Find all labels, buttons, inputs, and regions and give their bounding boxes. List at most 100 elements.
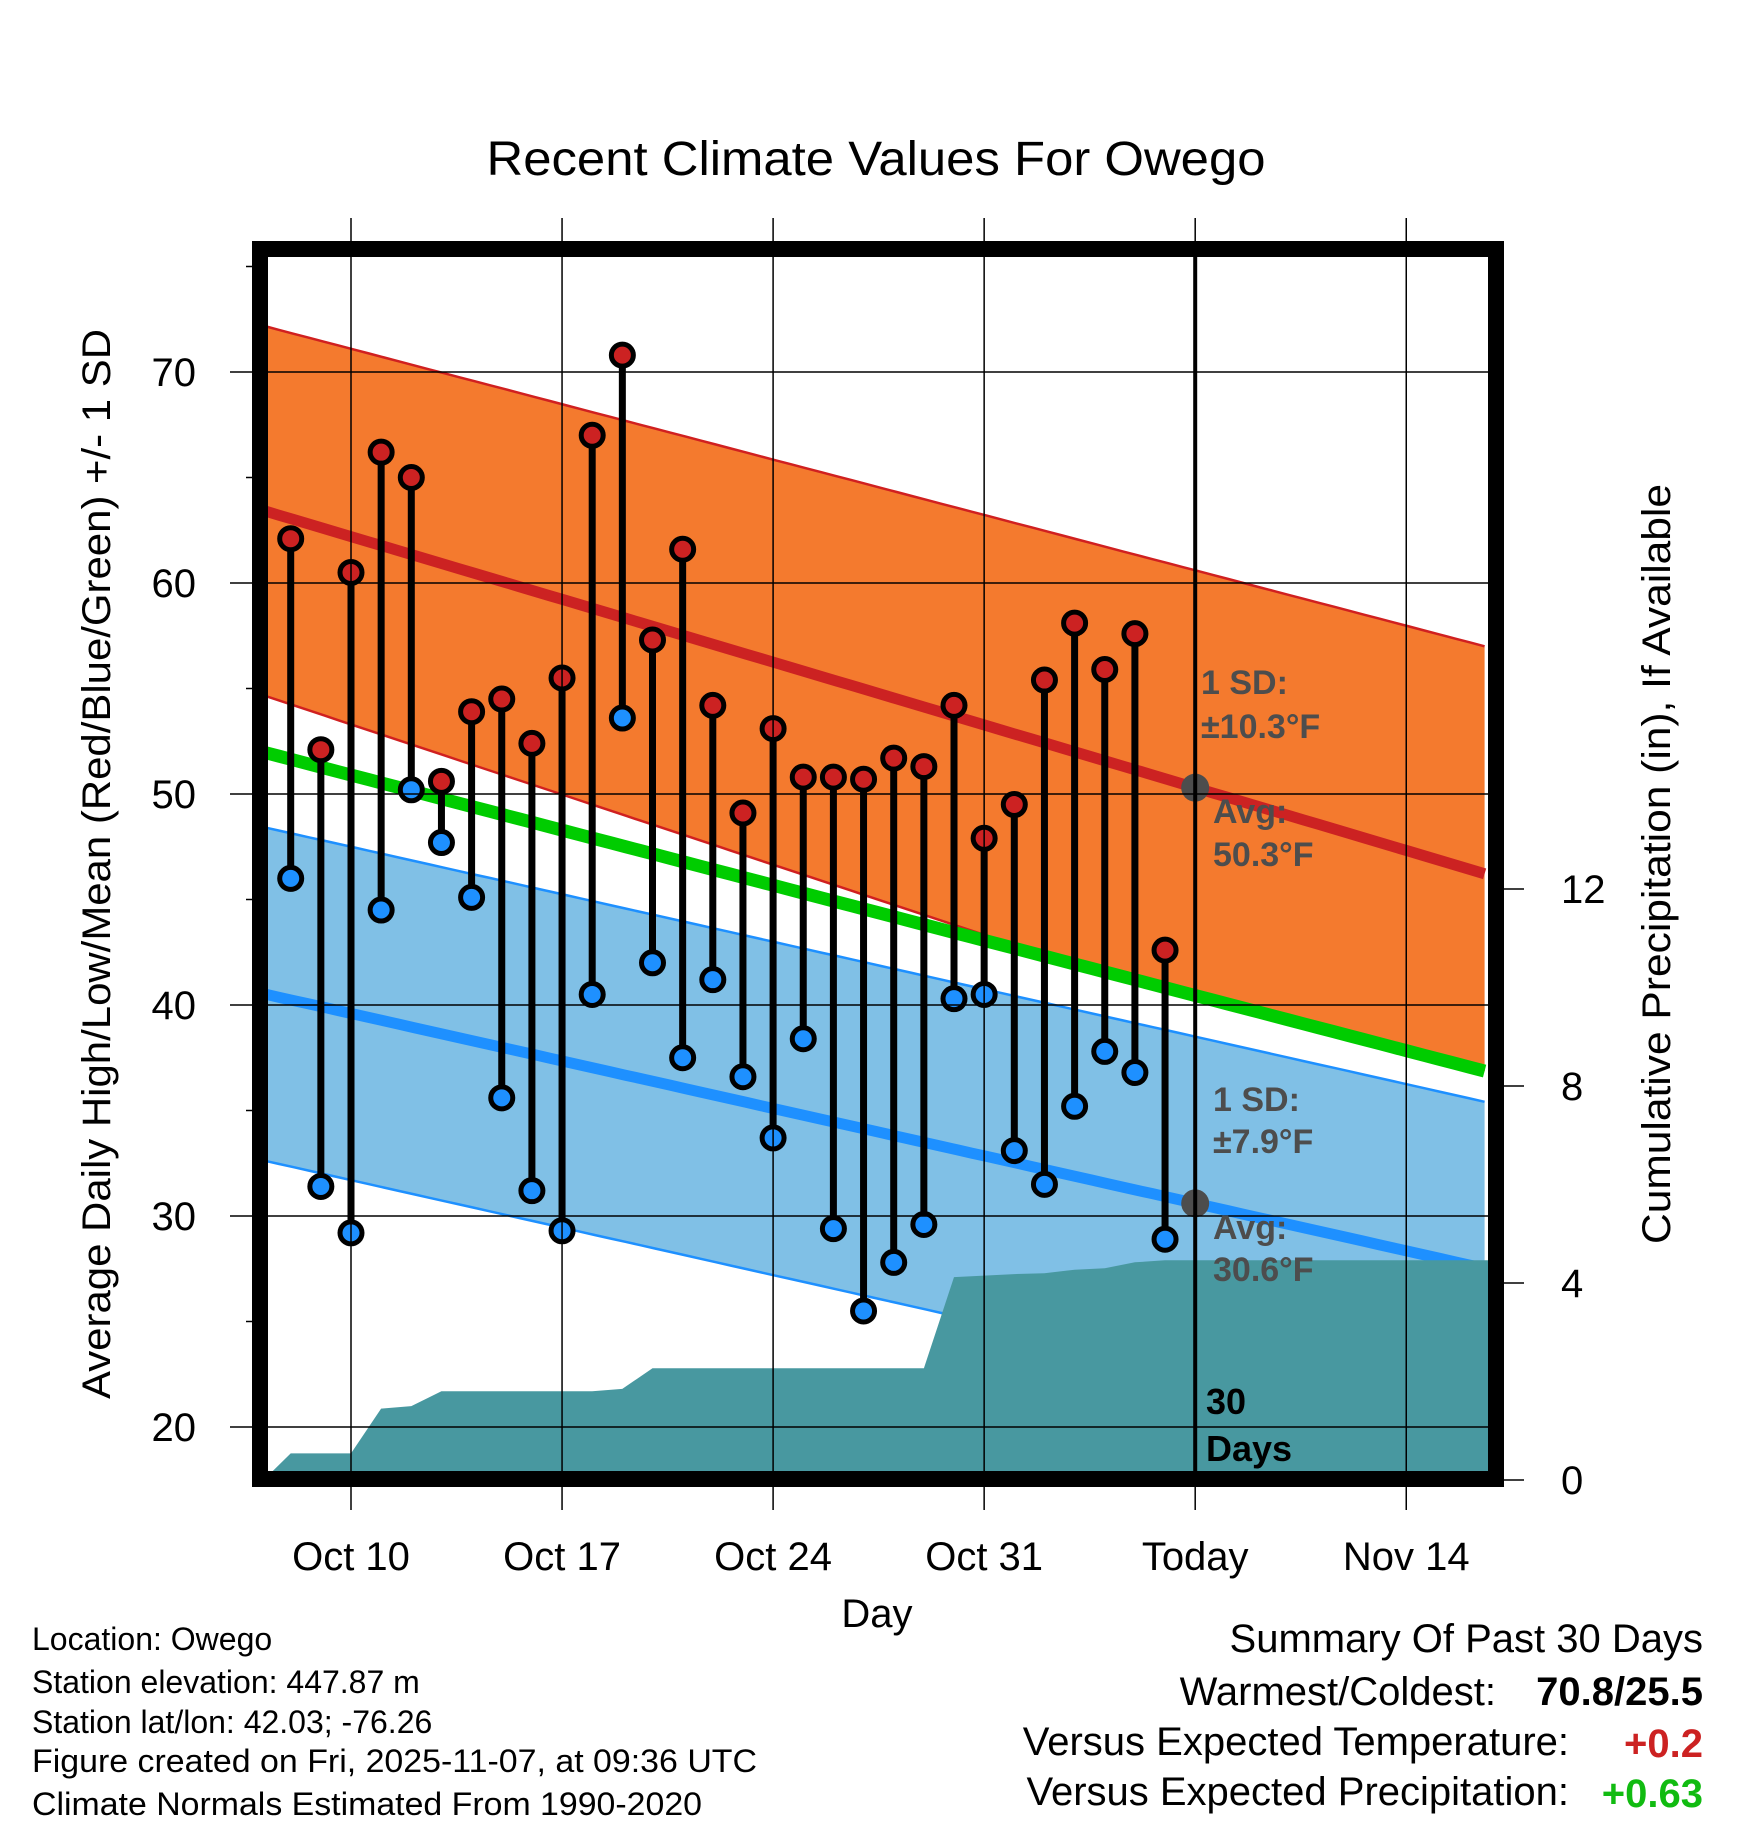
y2-tick-label: 0	[1561, 1459, 1583, 1503]
y-tick-label: 50	[152, 773, 197, 817]
high-temp-point	[578, 421, 606, 449]
high-temp-point	[397, 464, 425, 491]
warmest-value: 70.8/25.5	[1536, 1670, 1703, 1714]
window-unit: Days	[1206, 1428, 1292, 1469]
plot-frame	[252, 241, 1504, 1487]
y2-tick-label: 8	[1561, 1065, 1583, 1109]
high-sd-upper-edge	[268, 325, 1485, 648]
low-temp-point	[729, 1063, 757, 1091]
high-temp-point	[608, 341, 636, 369]
low-avg-value: 30.6°F	[1213, 1251, 1314, 1289]
high-temp-point	[277, 525, 305, 553]
high-sd-label: 1 SD:	[1201, 664, 1288, 702]
y-tick-label: 20	[152, 1406, 197, 1450]
precip-value: +0.63	[1602, 1772, 1703, 1816]
low-temp-point	[699, 966, 727, 994]
y-tick-label: 70	[152, 351, 197, 395]
low-temp-point	[639, 949, 666, 977]
y2-tick-label: 4	[1561, 1262, 1583, 1306]
high-temp-point	[427, 767, 455, 795]
elevation-text: Station elevation: 447.87 m	[32, 1664, 420, 1700]
summary-panel: Summary Of Past 30 Days Warmest/Coldest:…	[1023, 1617, 1703, 1816]
x-tick-label: Oct 31	[925, 1535, 1043, 1579]
precip-label: Versus Expected Precipitation:	[1026, 1770, 1569, 1814]
x-tick-label: Oct 17	[503, 1535, 621, 1579]
high-temp-point	[1151, 936, 1179, 964]
low-temp-point	[940, 985, 968, 1013]
low-temp-point	[578, 980, 606, 1008]
temp-label: Versus Expected Temperature:	[1023, 1720, 1569, 1764]
high-temp-point	[789, 763, 817, 791]
low-temp-point	[910, 1210, 938, 1238]
high-temp-point	[1091, 656, 1119, 684]
high-temp-point	[639, 626, 666, 654]
low-temp-point	[789, 1025, 817, 1053]
high-sd-value: ±10.3°F	[1201, 708, 1320, 746]
high-temp-point	[819, 763, 847, 791]
mean-line	[268, 746, 1487, 1078]
high-avg-label: Avg:	[1213, 793, 1287, 831]
low-temp-point	[518, 1177, 546, 1205]
high-sd-band	[268, 326, 1485, 1072]
high-temp-point	[1121, 620, 1149, 648]
low-temp-point	[819, 1215, 847, 1243]
low-temp-point	[1091, 1037, 1119, 1065]
low-avg-label: Avg:	[1213, 1209, 1287, 1247]
low-temp-point	[1121, 1059, 1149, 1087]
created-text: Figure created on Fri, 2025-11-07, at 09…	[32, 1743, 757, 1779]
high-temp-point	[518, 729, 546, 757]
high-temp-point	[488, 685, 516, 713]
low-mean-line	[268, 989, 1486, 1274]
low-sd-value: ±7.9°F	[1213, 1123, 1313, 1161]
low-temp-point	[1151, 1225, 1179, 1253]
high-temp-point	[880, 744, 908, 772]
y2-tick-label: 12	[1561, 868, 1606, 912]
low-temp-point	[488, 1084, 516, 1112]
low-temp-point	[427, 829, 455, 857]
low-temp-point	[277, 864, 305, 892]
station-info: Location: Owego Station elevation: 447.8…	[32, 1621, 757, 1822]
low-sd-label: 1 SD:	[1213, 1081, 1300, 1119]
low-temp-point	[850, 1297, 878, 1325]
latlon-text: Station lat/lon: 42.03; -76.26	[32, 1704, 432, 1740]
high-temp-point	[1030, 666, 1058, 694]
window-count: 30	[1206, 1381, 1246, 1422]
y-axis-label: Average Daily High/Low/Mean (Red/Blue/Gr…	[75, 329, 119, 1399]
high-temp-point	[367, 438, 395, 466]
y2-axis-label: Cumulative Precipitation (in), If Availa…	[1635, 484, 1679, 1244]
low-temp-point	[397, 776, 425, 804]
high-temp-point	[850, 765, 878, 793]
x-tick-label: Nov 14	[1343, 1535, 1470, 1579]
high-temp-point	[699, 691, 727, 719]
high-temp-point	[1061, 609, 1089, 637]
low-temp-point	[307, 1172, 335, 1200]
precipitation-area	[272, 1260, 1488, 1471]
low-temp-point	[880, 1248, 908, 1276]
low-temp-point	[367, 896, 395, 924]
low-temp-point	[1030, 1170, 1058, 1198]
low-temp-point	[1061, 1092, 1089, 1120]
summary-title: Summary Of Past 30 Days	[1230, 1617, 1703, 1661]
x-tick-label: Oct 24	[714, 1535, 832, 1579]
x-axis-label: Day	[841, 1592, 912, 1636]
low-temp-point	[458, 883, 486, 911]
normals-text: Climate Normals Estimated From 1990-2020	[32, 1786, 702, 1822]
high-temp-point	[458, 698, 486, 726]
chart-title: Recent Climate Values For Owego	[487, 133, 1266, 186]
warmest-label: Warmest/Coldest:	[1180, 1670, 1496, 1714]
high-avg-value: 50.3°F	[1213, 836, 1314, 874]
low-temp-point	[608, 704, 636, 732]
x-tick-label: Oct 10	[292, 1535, 410, 1579]
x-tick-label: Today	[1142, 1535, 1249, 1579]
low-temp-point	[669, 1044, 697, 1072]
high-temp-point	[940, 691, 968, 719]
high-mean-line	[268, 506, 1487, 880]
y-tick-label: 60	[152, 562, 197, 606]
low-sd-upper-edge	[268, 826, 1485, 1104]
high-temp-point	[1000, 791, 1028, 819]
low-temp-point	[1000, 1137, 1028, 1165]
high-temp-point	[910, 753, 938, 781]
high-temp-point	[669, 535, 697, 563]
